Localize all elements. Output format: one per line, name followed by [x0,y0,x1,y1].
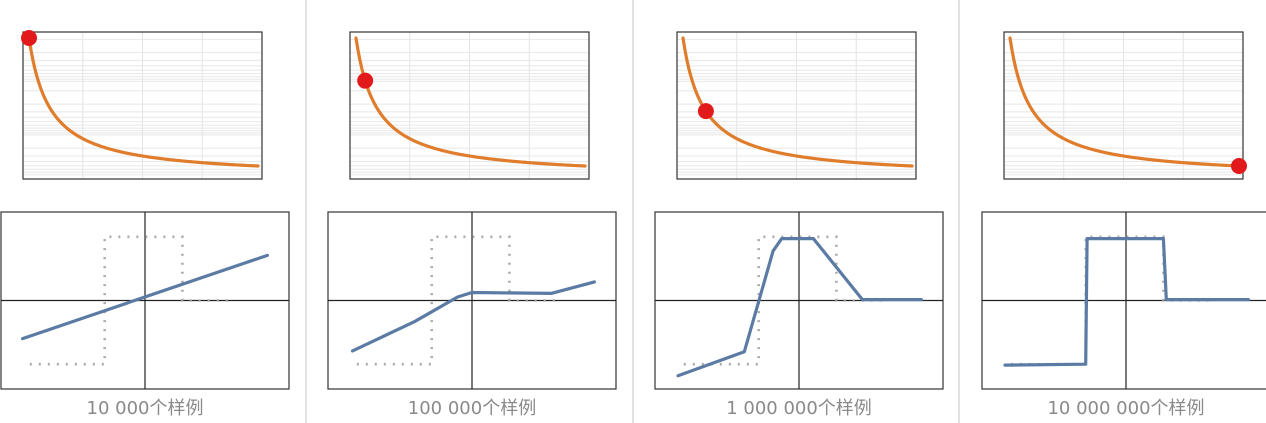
sample-count-caption: 10 000个样例 [87,398,204,419]
sample-count-caption: 100 000个样例 [408,398,536,419]
loss-chart [676,31,917,180]
prediction-line [676,237,924,378]
sample-count-caption: 10 000 000个样例 [1047,398,1204,419]
target-function-line [356,235,562,366]
loss-chart-frame [349,31,590,180]
loss-curve [681,36,914,168]
prediction-line [21,253,269,341]
panel-1: 10 000个样例 [0,30,290,419]
loss-curve [1008,36,1241,168]
loss-chart-frame [22,31,263,180]
fit-chart [327,211,617,390]
fit-chart [0,211,290,390]
loss-curve [354,36,587,168]
target-function-line [683,235,889,366]
loss-chart [349,31,590,180]
loss-chart [21,30,263,180]
panel-4: 10 000 000个样例 [981,31,1266,419]
target-function-line [29,235,235,366]
loss-position-marker [1231,158,1247,174]
fit-chart [654,211,944,390]
loss-position-marker [697,103,714,120]
loss-chart-frame [1003,31,1244,180]
loss-chart-frame [676,31,917,180]
fit-chart [981,211,1266,390]
loss-curve [27,36,260,168]
loss-position-marker [357,72,374,89]
prediction-line [350,280,597,353]
sample-count-caption: 1 000 000个样例 [726,398,872,419]
panel-3: 1 000 000个样例 [654,31,944,419]
prediction-line [1003,237,1251,367]
panel-2: 100 000个样例 [327,31,617,419]
loss-position-marker [21,30,37,46]
loss-chart [1003,31,1247,180]
